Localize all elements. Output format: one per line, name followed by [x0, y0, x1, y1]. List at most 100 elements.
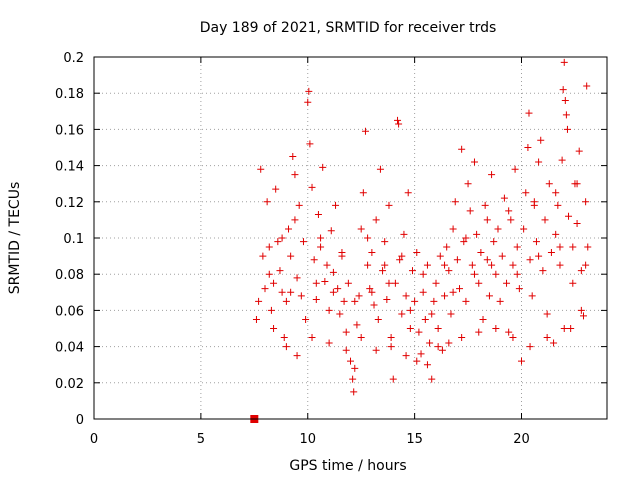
- data-point: [361, 127, 369, 135]
- data-point: [278, 288, 286, 296]
- data-point: [359, 189, 367, 197]
- data-point: [395, 120, 403, 128]
- data-point: [532, 238, 540, 246]
- data-point: [293, 274, 301, 282]
- data-point: [398, 252, 406, 260]
- data-point: [541, 216, 549, 224]
- data-point: [526, 343, 534, 351]
- data-point: [319, 163, 327, 171]
- data-point: [447, 310, 455, 318]
- data-point: [513, 270, 521, 278]
- data-point: [411, 297, 419, 305]
- data-point: [524, 144, 532, 151]
- data-point: [293, 352, 301, 360]
- data-point: [274, 238, 282, 246]
- data-point: [543, 310, 551, 318]
- data-point: [475, 328, 483, 336]
- data-point: [428, 310, 436, 318]
- data-point: [323, 261, 331, 269]
- data-point: [496, 297, 504, 305]
- data-point: [278, 234, 286, 242]
- data-point: [287, 288, 295, 296]
- data-point: [391, 279, 399, 287]
- data-point: [438, 346, 446, 354]
- data-point: [332, 201, 340, 209]
- data-point: [329, 268, 337, 276]
- data-point: [396, 256, 404, 264]
- y-tick-label: 0.18: [55, 87, 84, 102]
- data-point: [539, 267, 547, 275]
- data-point: [560, 58, 568, 66]
- data-point: [387, 334, 395, 342]
- data-point: [426, 339, 434, 347]
- data-point: [252, 315, 260, 323]
- data-point: [552, 189, 560, 197]
- data-point: [406, 325, 414, 332]
- data-point: [428, 375, 436, 383]
- x-tick-label: 0: [90, 432, 98, 447]
- data-point: [415, 328, 423, 336]
- data-point: [528, 292, 536, 300]
- data-point: [351, 364, 359, 372]
- data-point: [483, 256, 491, 264]
- data-point: [374, 315, 382, 323]
- data-point: [582, 261, 590, 269]
- data-point: [265, 270, 273, 278]
- data-point: [261, 285, 269, 293]
- x-tick-label: 5: [197, 432, 205, 447]
- data-point: [583, 82, 591, 90]
- data-point: [558, 156, 566, 164]
- data-point: [573, 180, 581, 188]
- data-point: [338, 252, 346, 260]
- data-point: [560, 325, 568, 332]
- data-point: [321, 277, 329, 285]
- data-point: [535, 252, 543, 260]
- data-point: [383, 296, 391, 304]
- data-point: [295, 201, 303, 209]
- data-point: [408, 267, 416, 275]
- data-point: [364, 261, 372, 269]
- data-point: [503, 279, 511, 287]
- data-point: [481, 201, 489, 209]
- data-point: [492, 325, 500, 332]
- data-point: [334, 285, 342, 293]
- data-point: [494, 225, 502, 233]
- data-point: [458, 334, 466, 342]
- data-point: [515, 285, 523, 293]
- data-point: [289, 153, 297, 161]
- data-point: [449, 225, 457, 233]
- data-point: [351, 297, 359, 305]
- data-point: [577, 306, 585, 314]
- data-point: [441, 292, 449, 300]
- data-point: [342, 346, 350, 354]
- data-point: [366, 285, 374, 293]
- data-point: [317, 243, 325, 251]
- data-point: [556, 243, 564, 251]
- data-point: [297, 292, 305, 300]
- x-tick-label: 10: [299, 432, 316, 447]
- scatter-points: [250, 58, 592, 423]
- data-point: [364, 234, 372, 242]
- data-point: [400, 230, 408, 238]
- y-tick-label: 0.14: [55, 160, 84, 175]
- data-point: [314, 210, 322, 218]
- data-point: [509, 334, 517, 342]
- data-point: [561, 96, 569, 104]
- data-point: [513, 243, 521, 251]
- data-point: [270, 325, 278, 332]
- data-point: [255, 297, 263, 305]
- data-point: [308, 183, 316, 191]
- data-point: [417, 350, 425, 358]
- x-tick-label: 20: [513, 432, 530, 447]
- data-point: [445, 339, 453, 347]
- data-point: [460, 238, 468, 246]
- data-point: [475, 279, 483, 287]
- data-point: [355, 292, 363, 300]
- data-point: [509, 261, 517, 269]
- y-tick-label: 0.02: [55, 377, 84, 392]
- data-point: [462, 297, 470, 305]
- data-point: [413, 248, 421, 256]
- chart-title: Day 189 of 2021, SRMTID for receiver trd…: [200, 20, 497, 36]
- y-tick-label: 0: [76, 413, 84, 428]
- data-point: [507, 216, 515, 224]
